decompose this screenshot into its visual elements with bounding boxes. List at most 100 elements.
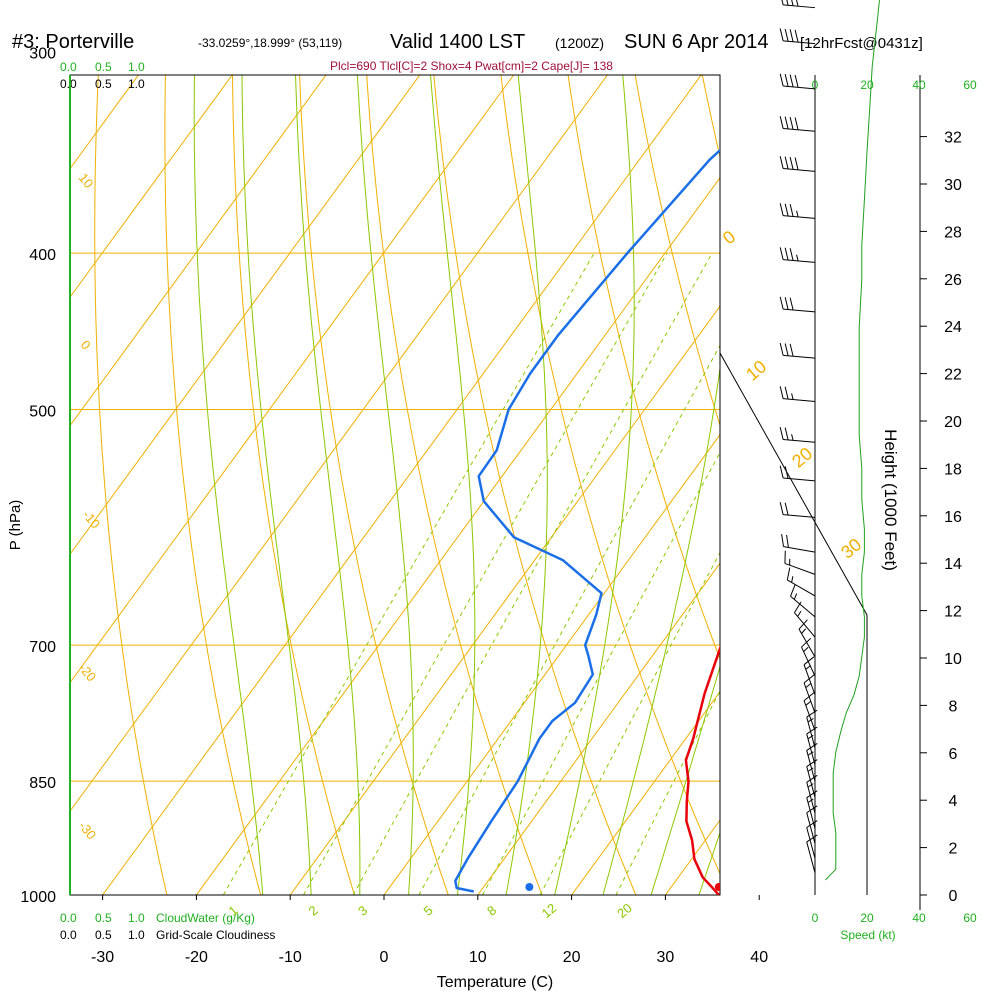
skewt-grid xyxy=(0,0,1000,929)
isotherm-line xyxy=(0,0,457,929)
height-tick-label: 22 xyxy=(944,367,962,384)
pressure-tick-label: 850 xyxy=(29,775,56,792)
wind-top-tick-3: 60 xyxy=(963,78,977,92)
wind-barb-flag xyxy=(790,117,793,129)
wind-barb-flag xyxy=(780,156,783,168)
surface-dewpoint-marker xyxy=(525,883,533,891)
wind-barb-half-flag xyxy=(792,434,793,440)
wind-barb-flag xyxy=(807,775,818,782)
wind-barb-flag xyxy=(807,743,818,750)
wind-barb-flag xyxy=(780,74,783,86)
y-axis-label: P (hPa) xyxy=(7,500,24,551)
wind-barb-flag xyxy=(785,503,788,515)
wind-barb xyxy=(799,620,815,657)
temp-tick-label: 0 xyxy=(380,949,389,966)
height-tick-label: 26 xyxy=(944,272,962,289)
height-tick-label: 4 xyxy=(949,793,958,810)
pressure-tick-label: 300 xyxy=(29,46,56,63)
wind-barb-half-flag xyxy=(792,576,793,582)
wind-barb xyxy=(807,743,818,781)
isotherm-label: 10 xyxy=(76,170,97,191)
mixing-ratio-label: 8 xyxy=(484,903,499,919)
dry-adiabat xyxy=(165,0,270,929)
wind-barb-flag xyxy=(785,297,788,309)
temp-tick-label: -20 xyxy=(185,949,208,966)
wind-barb xyxy=(780,502,815,517)
cloudiness-label: Grid-Scale Cloudiness xyxy=(156,928,275,942)
height-tick-label: 8 xyxy=(949,698,958,715)
wind-barb-flag xyxy=(780,343,783,355)
cloud-top-black-0: 0.0 xyxy=(60,77,77,91)
isotherm-line xyxy=(0,0,175,929)
wind-bottom-tick-3: 60 xyxy=(963,911,977,925)
height-tick-label: 6 xyxy=(949,746,958,763)
speed-label: Speed (kt) xyxy=(840,928,895,942)
wind-barb-flag xyxy=(795,30,798,42)
utc-time: (1200Z) xyxy=(555,35,604,51)
height-tick-label: 12 xyxy=(944,604,962,621)
forecast-run: [12hrFcst@0431z] xyxy=(800,35,923,52)
wind-barb-flag xyxy=(795,118,798,130)
wind-barb-flag xyxy=(780,116,783,128)
pressure-tick-label: 400 xyxy=(29,247,56,264)
wind-barb-flag xyxy=(780,386,783,398)
cloud-top-green-0: 0.0 xyxy=(60,60,77,74)
wind-speed-line xyxy=(825,0,885,880)
wind-barb-flag xyxy=(785,157,788,169)
wind-barb xyxy=(782,534,815,552)
temp-tick-label: -10 xyxy=(279,949,302,966)
x-axis-label: Temperature (C) xyxy=(437,974,553,991)
isotherm-line xyxy=(453,0,1000,929)
adiabat-label: 10 xyxy=(742,356,770,384)
wind-barb-flag xyxy=(785,248,788,260)
wind-barb xyxy=(807,710,818,748)
dry-adiabat xyxy=(421,0,651,929)
isotherm-line xyxy=(547,0,1000,929)
adiabat-label: 20 xyxy=(788,443,816,471)
wind-top-tick-2: 40 xyxy=(912,78,926,92)
wind-barb xyxy=(807,727,818,765)
cloud-bottom-green-1: 0.5 xyxy=(95,911,112,925)
wind-barb-staff xyxy=(807,842,815,873)
wind-barb-flag xyxy=(780,466,783,478)
wind-barb xyxy=(780,386,815,401)
wind-barb-flag xyxy=(790,248,793,260)
wind-barb xyxy=(794,602,815,637)
valid-time: Valid 1400 LST xyxy=(390,31,525,53)
height-tick-label: 0 xyxy=(949,888,958,905)
wind-barb xyxy=(780,156,815,171)
wind-barb xyxy=(780,74,815,89)
wind-barb-half-flag xyxy=(806,684,811,688)
wind-barb-flag xyxy=(780,297,783,309)
wind-barb-half-flag xyxy=(794,594,796,600)
wind-top-tick-0: 0 xyxy=(812,78,819,92)
wind-barb-half-flag xyxy=(802,629,806,634)
wind-barb-flag xyxy=(787,535,789,548)
wind-barb-flag xyxy=(787,568,790,580)
cloud-bottom-black-2: 1.0 xyxy=(128,928,145,942)
wind-bottom-tick-1: 20 xyxy=(860,911,874,925)
wind-barb xyxy=(780,297,815,312)
isotherm-label: -20 xyxy=(76,660,100,684)
temp-tick-label: 30 xyxy=(657,949,675,966)
wind-barb-flag xyxy=(790,298,793,310)
wind-bottom-tick-0: 0 xyxy=(812,911,819,925)
mixing-ratio-label: 3 xyxy=(355,903,370,919)
height-tick-label: 20 xyxy=(944,414,962,431)
temp-tick-label: 40 xyxy=(750,949,768,966)
isotherm-line xyxy=(0,0,832,929)
wind-barb-half-flag xyxy=(798,611,801,616)
wind-barb xyxy=(780,0,815,8)
moist-adiabat xyxy=(500,0,548,929)
wind-barb-flag xyxy=(807,760,818,767)
height-tick-label: 14 xyxy=(944,556,962,573)
wind-barb xyxy=(807,835,818,873)
wind-barb-flag xyxy=(780,29,783,41)
cloud-bottom-green-2: 1.0 xyxy=(128,911,145,925)
mixing-ratio-label: 5 xyxy=(421,903,436,919)
height-tick-label: 18 xyxy=(944,461,962,478)
cloud-bottom-black-0: 0.0 xyxy=(60,928,77,942)
plot-frame xyxy=(70,75,720,895)
dry-adiabat xyxy=(835,0,1000,929)
